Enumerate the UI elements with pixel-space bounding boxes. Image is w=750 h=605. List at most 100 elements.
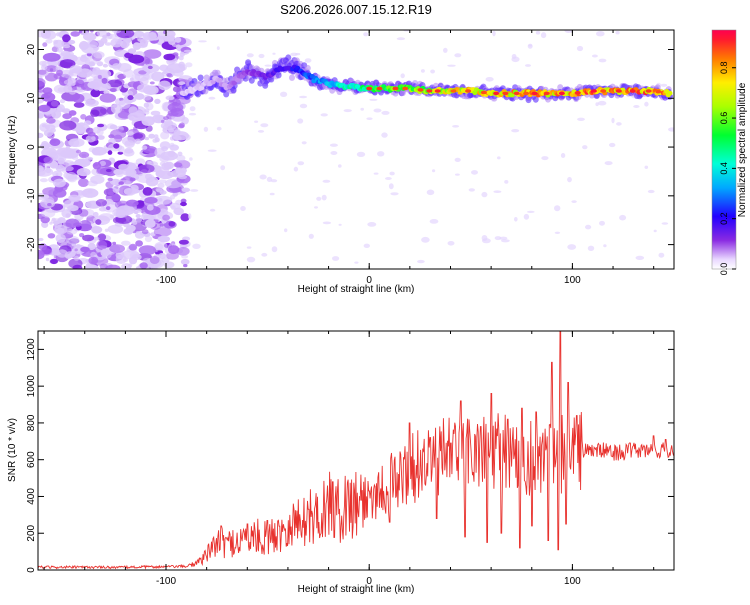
noise-blob xyxy=(68,194,81,202)
noise-blob xyxy=(504,180,509,184)
noise-blob xyxy=(127,48,137,54)
noise-blob xyxy=(179,51,185,57)
noise-blob xyxy=(158,198,163,202)
noise-blob xyxy=(73,102,85,108)
noise-blob xyxy=(148,133,155,139)
ridge-halo xyxy=(557,84,564,91)
ridge-peak xyxy=(392,86,399,91)
noise-blob xyxy=(88,147,97,153)
noise-blob xyxy=(314,206,318,209)
snr-y-label: SNR (10 * v/v) xyxy=(7,418,18,482)
noise-blob xyxy=(297,118,304,124)
ridge-peak xyxy=(615,89,622,93)
noise-blob xyxy=(55,172,59,176)
noise-blob xyxy=(389,171,395,176)
noise-blob xyxy=(107,177,113,182)
noise-blob xyxy=(47,203,52,207)
noise-blob xyxy=(57,104,65,113)
ridge-peak xyxy=(450,89,457,93)
noise-blob xyxy=(78,151,90,159)
noise-blob xyxy=(76,168,91,177)
noise-blob xyxy=(369,98,378,101)
noise-blob xyxy=(421,236,430,243)
noise-blob xyxy=(73,222,82,227)
snr-y-tick-label: 1000 xyxy=(26,375,37,398)
noise-blob xyxy=(178,239,189,245)
noise-blob xyxy=(587,245,595,251)
noise-blob xyxy=(73,255,80,261)
ridge-halo xyxy=(285,54,292,61)
noise-blob xyxy=(150,110,161,116)
noise-blob xyxy=(138,70,147,75)
noise-blob xyxy=(42,42,48,47)
noise-blob xyxy=(59,99,66,104)
noise-blob xyxy=(139,262,148,269)
ridge-halo xyxy=(223,91,230,98)
ridge-peak xyxy=(574,91,581,95)
colorbar-tick-label: 0.6 xyxy=(719,112,729,125)
noise-blob xyxy=(103,90,110,95)
noise-blob xyxy=(560,153,566,158)
noise-blob xyxy=(162,214,171,221)
noise-blob xyxy=(57,157,65,165)
noise-blob xyxy=(128,54,145,64)
noise-blob xyxy=(63,85,72,93)
noise-blob xyxy=(52,188,67,198)
noise-blob xyxy=(209,208,216,212)
noise-blob xyxy=(133,132,146,141)
noise-blob xyxy=(190,189,199,192)
noise-blob xyxy=(603,244,607,248)
noise-blob xyxy=(668,127,674,132)
noise-blob xyxy=(124,147,134,154)
spectrogram-background xyxy=(38,30,674,269)
noise-blob xyxy=(290,52,298,57)
noise-blob xyxy=(373,108,382,113)
noise-blob xyxy=(139,76,149,86)
ridge-peak xyxy=(558,91,565,96)
noise-blob xyxy=(121,136,137,146)
snr-y-tick-label: 0 xyxy=(26,567,37,573)
noise-blob xyxy=(293,166,299,172)
noise-blob xyxy=(142,187,153,196)
spectrogram-frame xyxy=(37,29,675,270)
noise-blob xyxy=(471,170,478,175)
snr-y-tick-label: 800 xyxy=(26,414,37,431)
noise-blob xyxy=(132,42,142,50)
noise-blob xyxy=(90,109,100,117)
noise-blob xyxy=(172,191,178,197)
noise-blob xyxy=(134,138,141,145)
noise-blob xyxy=(246,256,256,263)
noise-blob xyxy=(134,93,145,100)
noise-blob xyxy=(343,109,352,113)
noise-blob xyxy=(67,205,79,212)
noise-blob xyxy=(301,141,307,145)
noise-blob xyxy=(189,106,196,112)
noise-blob xyxy=(179,64,187,71)
noise-blob xyxy=(170,169,186,178)
noise-blob xyxy=(596,31,605,37)
noise-blob xyxy=(208,96,216,100)
noise-blob xyxy=(105,264,121,269)
noise-blob xyxy=(113,209,129,218)
noise-blob xyxy=(38,132,44,139)
noise-blob xyxy=(100,37,108,44)
noise-blob xyxy=(90,251,97,258)
noise-blob xyxy=(70,31,80,37)
noise-blob xyxy=(616,122,622,126)
noise-blob xyxy=(78,30,83,34)
noise-blob xyxy=(87,180,98,187)
noise-blob xyxy=(635,255,645,260)
snr-y-tick-label: 600 xyxy=(26,451,37,468)
noise-blob xyxy=(499,236,508,240)
noise-blob xyxy=(68,110,77,116)
noise-blob xyxy=(122,257,129,262)
noise-blob xyxy=(452,125,460,128)
noise-blob xyxy=(216,126,222,131)
noise-blob xyxy=(87,242,96,251)
noise-blob xyxy=(65,146,70,150)
noise-blob xyxy=(304,58,312,63)
noise-blob xyxy=(77,210,81,214)
spectrogram-y-tick-label: 20 xyxy=(26,44,37,56)
noise-blob xyxy=(240,206,246,211)
noise-blob xyxy=(132,220,138,225)
